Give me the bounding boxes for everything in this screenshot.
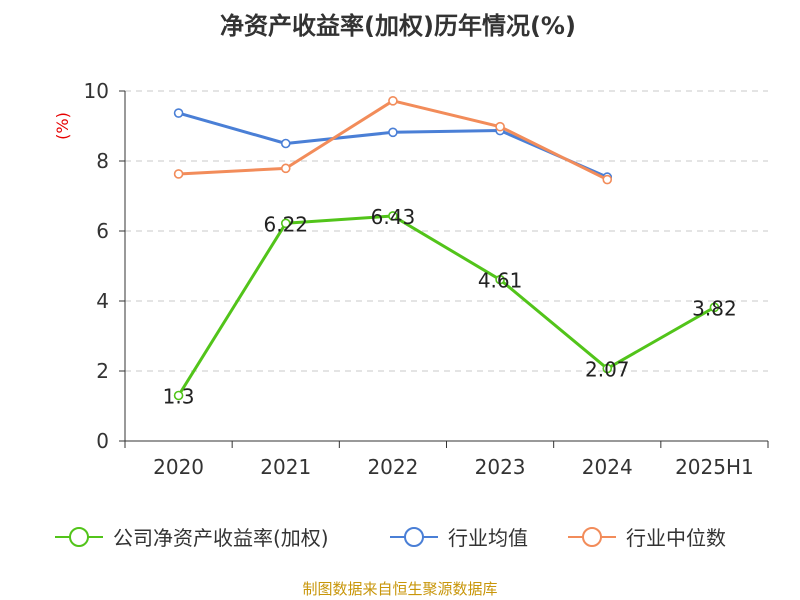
data-point xyxy=(388,96,398,106)
data-point xyxy=(280,218,291,229)
data-point xyxy=(495,274,505,285)
data-label: 3.82 xyxy=(692,296,737,320)
data-point xyxy=(280,163,291,174)
x-tick-label: 2022 xyxy=(367,455,418,479)
data-labels: 1.3 6.22 6.43 4.61 2.07 3.82 xyxy=(163,205,737,409)
legend-label: 行业中位数 xyxy=(626,526,726,550)
chart-title: 净资产收益率(加权)历年情况(%) xyxy=(220,12,576,40)
series-line xyxy=(178,111,608,179)
y-tick-label: 10 xyxy=(84,79,109,103)
y-tick-label: 2 xyxy=(96,359,109,383)
legend-marker xyxy=(404,527,424,547)
legend: 公司净资产收益率(加权) 行业均值 行业中位数 xyxy=(55,526,726,550)
series-0 xyxy=(173,211,720,401)
source-note: 制图数据来自恒生聚源数据库 xyxy=(302,580,497,598)
series-line xyxy=(178,99,608,181)
legend-item[interactable]: 行业中位数 xyxy=(568,526,726,550)
data-point xyxy=(280,138,291,149)
x-tick-label: 2024 xyxy=(582,455,633,479)
legend-item[interactable]: 行业均值 xyxy=(390,526,528,550)
y-tick-label: 6 xyxy=(96,219,109,243)
data-point xyxy=(173,390,184,401)
data-label: 1.3 xyxy=(163,385,195,409)
data-label: 6.43 xyxy=(371,205,416,229)
data-point xyxy=(602,363,613,374)
data-point xyxy=(388,127,398,138)
y-axis-unit: (%) xyxy=(53,112,72,140)
data-label: 2.07 xyxy=(585,358,630,382)
x-tick-label: 2025H1 xyxy=(675,455,754,479)
legend-label: 公司净资产收益率(加权) xyxy=(113,526,329,550)
data-point xyxy=(173,108,184,118)
series-layer xyxy=(173,96,720,401)
data-point xyxy=(173,169,184,179)
data-label: 4.61 xyxy=(478,269,523,293)
data-point xyxy=(709,302,720,313)
y-tick-label: 8 xyxy=(96,149,109,173)
data-point xyxy=(495,121,505,132)
x-tick-label: 2023 xyxy=(475,455,526,479)
data-label: 6.22 xyxy=(263,212,308,236)
x-tick-label: 2021 xyxy=(260,455,311,479)
axes: 0 2 4 6 8 10 2020 2021 2022 2023 2024 2025H1 xyxy=(84,79,769,479)
series-1 xyxy=(173,108,613,182)
legend-marker xyxy=(69,527,89,547)
series-2 xyxy=(173,96,613,185)
grid xyxy=(125,90,768,372)
x-tick-label: 2020 xyxy=(153,455,204,479)
y-tick-label: 4 xyxy=(96,289,109,313)
series-line xyxy=(177,214,716,397)
data-point xyxy=(388,211,398,221)
legend-marker xyxy=(582,527,602,547)
data-point xyxy=(602,174,613,185)
legend-label: 行业均值 xyxy=(448,526,528,550)
legend-item[interactable]: 公司净资产收益率(加权) xyxy=(55,526,329,550)
y-tick-label: 0 xyxy=(96,429,109,453)
